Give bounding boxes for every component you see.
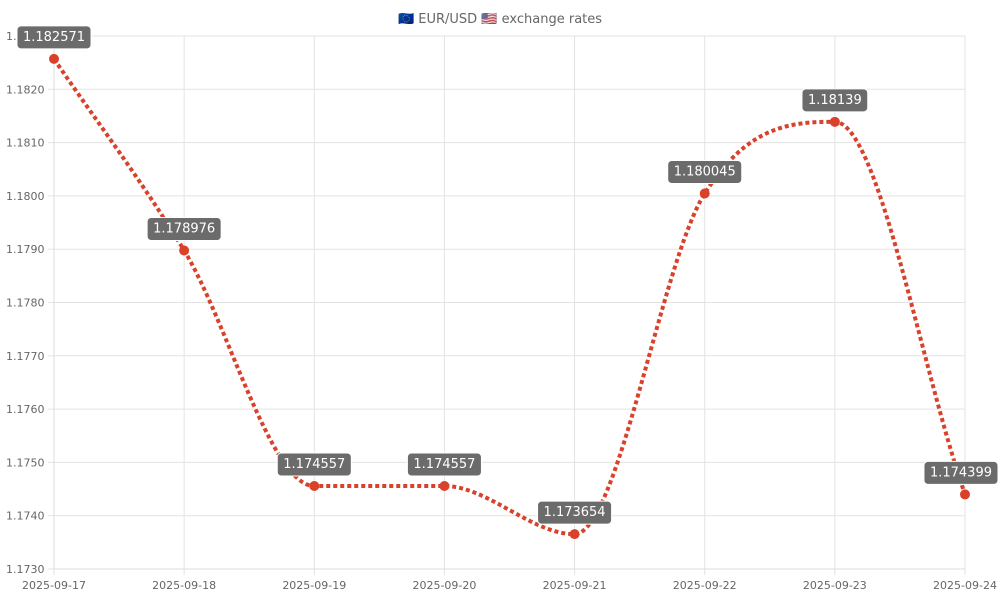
data-point[interactable] <box>960 489 970 500</box>
series <box>49 53 970 540</box>
data-label-box <box>667 160 743 185</box>
data-label-box <box>406 452 482 477</box>
data-label-box <box>146 216 222 241</box>
y-tick-label: 1.1810 <box>6 137 45 150</box>
axes: 1.1730 1.1740 1.1750 1.1760 1.1770 1.1780 1.17… <box>6 30 997 592</box>
y-tick-label: 1.1800 <box>6 190 45 203</box>
data-label-box <box>537 500 613 525</box>
grid <box>53 35 966 575</box>
data-label-box <box>16 25 92 50</box>
data-label: 1.174399 <box>923 460 999 485</box>
data-label-box <box>801 88 869 113</box>
chart-title: 🇪🇺 EUR/USD 🇺🇸 exchange rates <box>398 12 602 27</box>
data-label-box <box>276 452 352 477</box>
data-label: 1.174557 <box>276 452 352 477</box>
x-tick-label: 2025-09-19 <box>282 579 346 592</box>
data-label-box <box>923 460 999 485</box>
data-label: 1.182571 <box>16 25 92 50</box>
data-label: 1.174557 <box>406 452 482 477</box>
data-label: 1.18139 <box>801 88 869 113</box>
data-label: 1.178976 <box>146 216 222 241</box>
data-label-text: 1.180045 <box>674 165 736 180</box>
data-point[interactable] <box>569 529 580 540</box>
series-line <box>52 57 967 537</box>
data-point[interactable] <box>309 481 320 492</box>
x-tick-label: 2025-09-22 <box>673 579 737 592</box>
data-point[interactable] <box>439 481 450 492</box>
data-label-text: 1.182571 <box>23 30 85 45</box>
x-tick-label: 2025-09-21 <box>543 579 607 592</box>
data-label-text: 1.178976 <box>153 221 215 236</box>
y-tick-label: 1.1760 <box>6 403 45 416</box>
x-tick-label: 2025-09-20 <box>412 579 476 592</box>
data-label-text: 1.173654 <box>544 505 606 520</box>
y-tick-label: 1.1740 <box>6 510 45 523</box>
data-point[interactable] <box>699 188 710 199</box>
data-label: 1.173654 <box>537 500 613 525</box>
y-tick-label: 1.1770 <box>6 350 45 363</box>
data-labels: 1.182571 1.178976 1.174557 1.174557 1.173654… <box>16 25 999 525</box>
data-point[interactable] <box>49 53 59 64</box>
y-tick-label: 1.1820 <box>6 83 45 96</box>
y-tick-label: 1.1780 <box>6 297 45 310</box>
x-tick-label: 2025-09-23 <box>803 579 867 592</box>
data-label-text: 1.174557 <box>413 457 475 472</box>
data-label-text: 1.174557 <box>283 457 345 472</box>
data-label-text: 1.18139 <box>808 93 862 108</box>
data-label: 1.180045 <box>667 160 743 185</box>
y-tick-label: 1.1750 <box>6 456 45 469</box>
data-point[interactable] <box>179 245 190 256</box>
y-tick-label: 1.1730 <box>6 563 45 576</box>
x-tick-label: 2025-09-17 <box>22 579 86 592</box>
data-label-text: 1.174399 <box>930 465 992 480</box>
x-tick-label: 2025-09-18 <box>152 579 216 592</box>
x-tick-label: 2025-09-24 <box>933 579 997 592</box>
y-tick-label: 1.1790 <box>6 243 45 256</box>
data-point[interactable] <box>829 116 840 127</box>
